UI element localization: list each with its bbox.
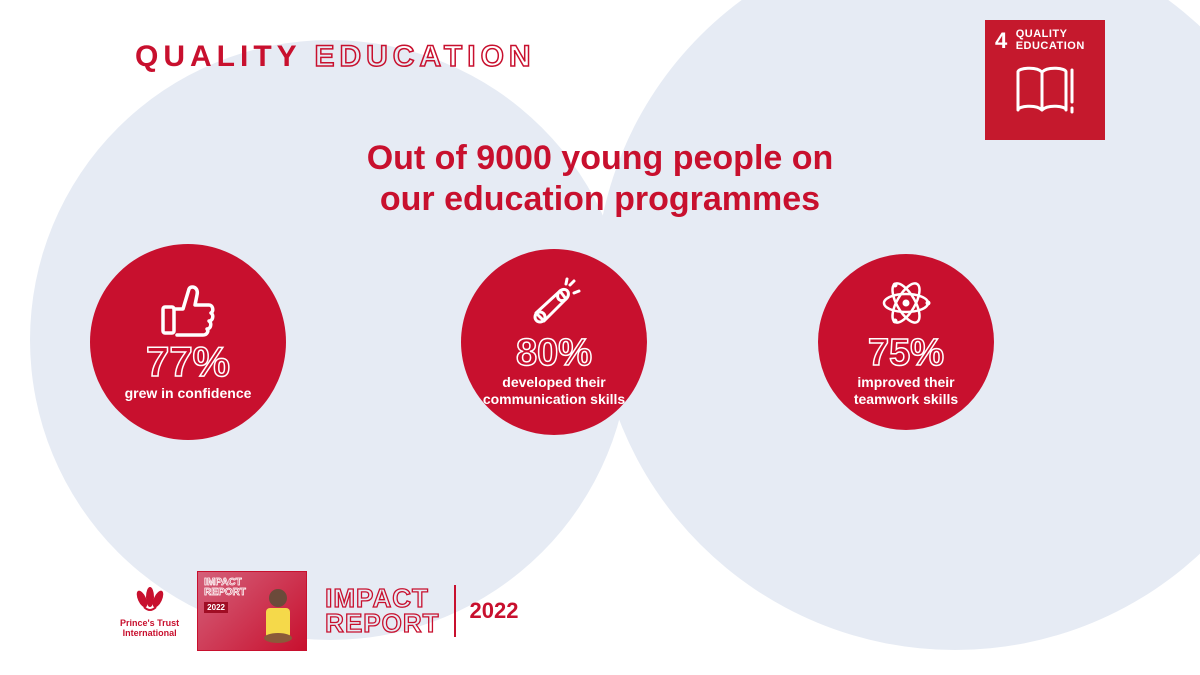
stat-small-text: with average scores up	[274, 325, 408, 356]
sdg-badge: 4 QUALITY EDUCATION	[985, 20, 1105, 140]
headline: Out of 9000 young people on our educatio…	[0, 138, 1200, 220]
stat-small-text: with average scores up	[635, 325, 765, 356]
stat-big-circle: 80%developed their communication skills	[461, 249, 647, 435]
stat-small-value: 50%	[313, 357, 369, 385]
headline-line2: our education programmes	[0, 179, 1200, 220]
stat-small-circle: ▲with average scores up52%	[635, 277, 765, 407]
thumbs-up-icon	[159, 283, 217, 337]
stat-group: 80%developed their communication skills▲…	[461, 249, 765, 435]
megaphone-icon	[526, 276, 582, 330]
page-title: QUALITY EDUCATION	[135, 40, 536, 74]
stats-row: 77%grew in confidence▲with average score…	[90, 244, 1110, 440]
stat-label: grew in confidence	[111, 385, 266, 402]
person-icon	[256, 584, 300, 644]
title-word-solid: QUALITY	[135, 40, 301, 73]
report-thumbnail: IMPACT REPORT 2022	[197, 571, 307, 651]
org-logo: Prince's Trust International	[120, 583, 179, 639]
stat-big-circle: 77% grew in confidence	[90, 244, 286, 440]
stat-percent: 77%	[146, 341, 230, 383]
impact-year: 2022	[470, 598, 519, 624]
arrow-up-icon: ▲	[328, 299, 354, 325]
stat-group: 77% grew in confidence ▲with average score…	[90, 244, 408, 440]
arrow-up-icon: ▲	[687, 299, 713, 325]
stat-small-circle: ▲with average scores up46%	[982, 278, 1110, 406]
headline-line1: Out of 9000 young people on	[0, 138, 1200, 179]
stat-small-value: 52%	[672, 357, 728, 385]
org-name: Prince's Trust International	[120, 619, 179, 639]
feathers-icon	[120, 583, 179, 617]
arrow-up-icon: ▲	[1033, 299, 1059, 325]
impact-report-title: IMPACT REPORT 2022	[325, 585, 518, 637]
stat-percent: 80%	[516, 334, 592, 372]
stat-percent: 75%	[868, 334, 944, 372]
thumb-year: 2022	[204, 602, 228, 613]
stat-small-value: 46%	[1018, 357, 1074, 385]
sdg-number: 4	[995, 28, 1007, 54]
stat-label: improved their teamwork skills	[818, 374, 994, 408]
title-divider	[454, 585, 456, 637]
impact-words: IMPACT REPORT	[325, 586, 439, 635]
atom-icon	[879, 276, 933, 330]
thumb-title: IMPACT REPORT	[204, 578, 246, 598]
stat-group: 75%improved their teamwork skills▲with a…	[818, 254, 1110, 430]
sdg-label: QUALITY EDUCATION	[1016, 28, 1085, 52]
stat-label: developed their communication skills	[461, 374, 647, 408]
book-icon	[995, 62, 1097, 125]
stat-small-text: with average scores up	[982, 325, 1110, 356]
title-word-outline: EDUCATION	[314, 40, 535, 73]
footer: Prince's Trust International IMPACT REPO…	[120, 571, 518, 651]
stat-small-circle: ▲with average scores up50%	[274, 275, 408, 409]
stat-big-circle: 75%improved their teamwork skills	[818, 254, 994, 430]
